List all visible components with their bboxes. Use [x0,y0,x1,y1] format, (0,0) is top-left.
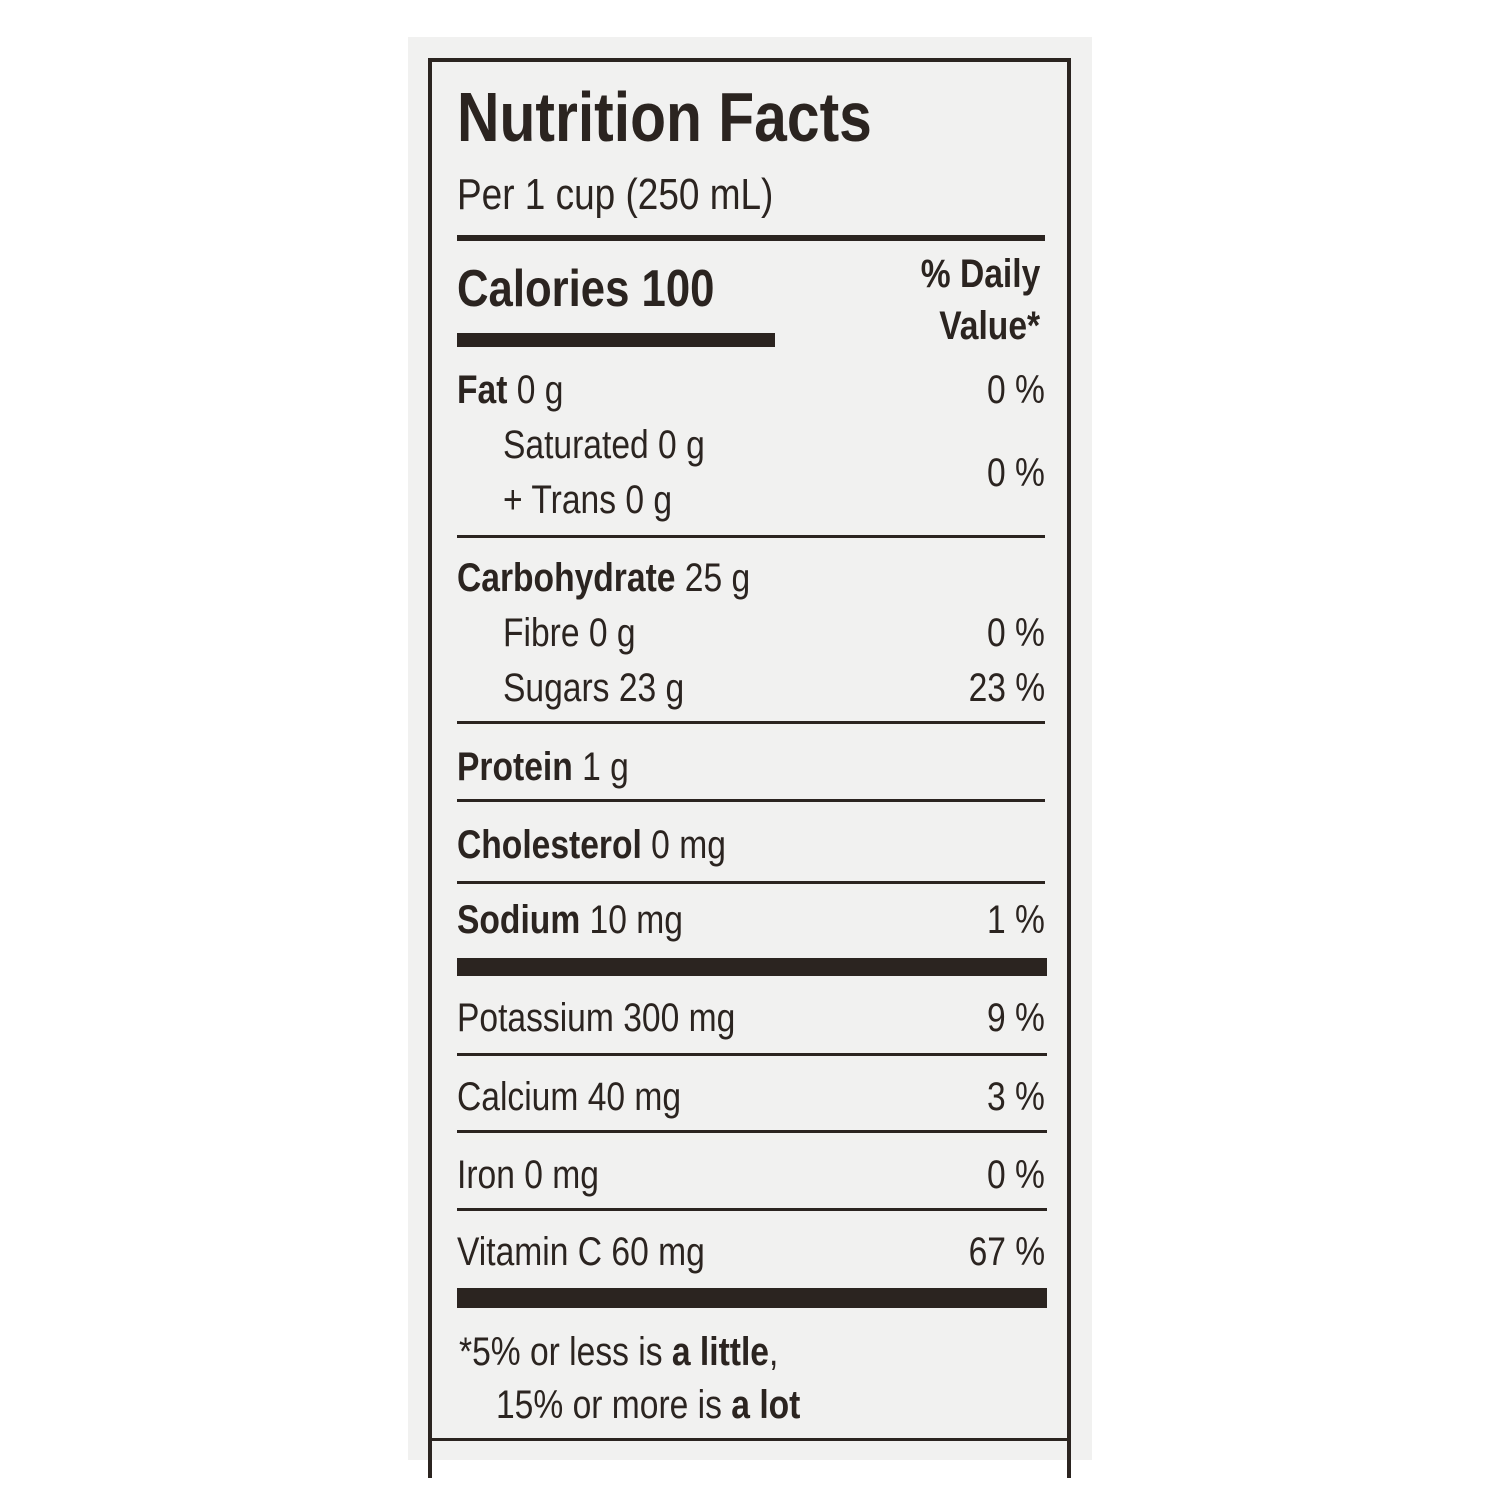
nutrient-name: Vitamin C [457,1230,603,1274]
daily-value-header: % Daily [920,254,1040,294]
rule [457,1130,1047,1133]
daily-value-header-text: % Daily [920,252,1040,296]
serving-text: Per 1 cup (250 mL) [457,170,774,219]
nutrient-amount: 25 g [684,556,751,600]
calories-amount: 100 [641,260,715,318]
serving: Per 1 cup (250 mL) [457,173,773,217]
title-text: Nutrition Facts [457,78,872,156]
nutrient-name: Protein [457,745,573,789]
nutrient-name: + Trans [503,478,616,522]
nutrient-name: Calcium [457,1075,579,1119]
nutrient-amount: 0 g [658,423,705,467]
daily-value: 0 % [987,613,1045,653]
daily-value-header: Value* [939,306,1040,346]
daily-value-text: 0 % [987,611,1045,655]
rule [457,1288,1047,1308]
nutrient-name: Fat [457,368,508,412]
nutrient-name: Cholesterol [457,823,642,867]
nutrient-amount: 0 mg [524,1153,599,1197]
footnote: 15% or more is a lot [496,1385,800,1425]
footnote-text: 15% or more is [496,1383,732,1427]
nutrient-row: Sodium 10 mg [457,900,683,940]
nutrient-name: Potassium [457,996,614,1040]
nutrient-row: Vitamin C 60 mg [457,1232,705,1272]
daily-value-text: 0 % [987,368,1045,412]
nutrient-name: Sodium [457,898,581,942]
nutrient-row: Fat 0 g [457,370,563,410]
title: Nutrition Facts [457,82,872,152]
nutrient-row: + Trans 0 g [503,480,672,520]
nutrient-amount: 0 mg [651,823,726,867]
rule [457,958,1047,976]
rule [430,1438,1070,1441]
rule [457,1053,1047,1056]
nutrient-row: Saturated 0 g [503,425,705,465]
rule [457,535,1045,538]
daily-value-text: 3 % [987,1075,1045,1119]
nutrient-amount: 0 g [625,478,673,522]
nutrient-amount: 0 g [588,611,636,655]
rule [457,235,1045,241]
daily-value: 67 % [968,1232,1045,1272]
footnote-text: *5% or less is [459,1330,672,1374]
nutrient-amount: 60 mg [611,1230,705,1274]
nutrient-row: Protein 1 g [457,747,629,787]
nutrient-row: Carbohydrate 25 g [457,558,750,598]
daily-value: 0 % [987,1155,1045,1195]
daily-value: 0 % [987,453,1045,493]
nutrient-amount: 23 g [618,666,685,710]
daily-value: 0 % [987,370,1045,410]
rule [457,1208,1047,1211]
daily-value-header-text: Value* [939,304,1040,348]
label-frame [428,58,1071,1478]
nutrient-row: Potassium 300 mg [457,998,735,1038]
calories: Calories 100 [457,263,714,315]
nutrient-name: Iron [457,1153,515,1197]
daily-value: 23 % [968,668,1045,708]
nutrient-amount: 10 mg [589,898,683,942]
daily-value-text: 0 % [987,450,1045,495]
footnote: *5% or less is a little, [459,1332,778,1372]
rule [457,881,1045,884]
nutrient-row: Iron 0 mg [457,1155,599,1195]
nutrient-name: Sugars [503,666,610,710]
label-background [408,37,1092,1460]
nutrient-row: Cholesterol 0 mg [457,825,726,865]
daily-value: 3 % [987,1077,1045,1117]
nutrient-row: Calcium 40 mg [457,1077,681,1117]
nutrient-amount: 300 mg [623,996,736,1040]
footnote-text: a little [671,1330,769,1374]
daily-value-text: 1 % [987,898,1045,942]
footnote-text: a lot [731,1383,801,1427]
daily-value-text: 0 % [987,1153,1045,1197]
rule [457,333,775,347]
rule [457,721,1045,724]
daily-value: 1 % [987,900,1045,940]
nutrient-amount: 40 mg [587,1075,682,1119]
daily-value-text: 9 % [987,996,1045,1040]
nutrient-row: Fibre 0 g [503,613,636,653]
nutrient-name: Carbohydrate [457,556,676,600]
daily-value-text: 67 % [968,1230,1045,1274]
calories-label: Calories [457,260,630,318]
footnote-text: , [768,1330,779,1374]
daily-value-text: 23 % [968,666,1045,710]
nutrient-amount: 1 g [582,745,629,789]
nutrient-amount: 0 g [516,368,564,412]
rule [457,799,1045,802]
daily-value: 9 % [987,998,1045,1038]
nutrient-name: Fibre [503,611,580,655]
nutrient-row: Sugars 23 g [503,668,684,708]
nutrient-name: Saturated [503,423,649,467]
